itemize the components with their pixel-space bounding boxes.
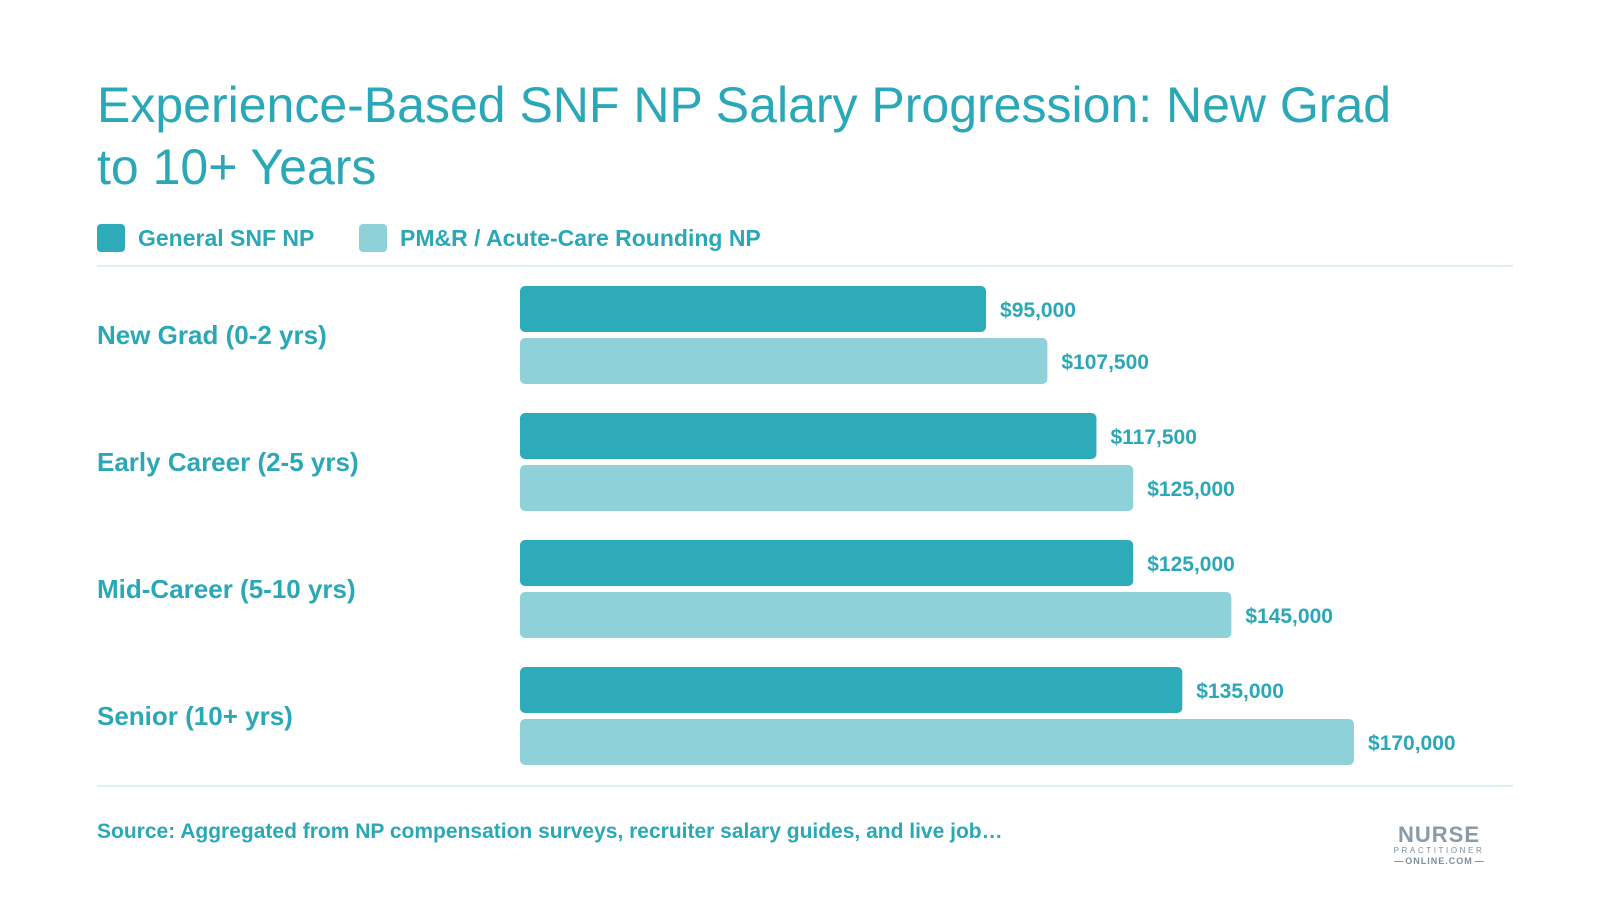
logo-line-2: PRACTITIONER [1393,846,1485,855]
legend-label-general-snf-np: General SNF NP [138,224,315,251]
category-label-mid-career-5-10-yrs: Mid-Career (5-10 yrs) [97,574,356,604]
bottom-divider [97,785,1513,787]
value-label-general-snf-np-mid-career-5-10-yrs: $125,000 [1147,553,1235,576]
legend-swatch-pmr-acute-care-np [359,224,387,252]
legend-item-pmr-acute-care-np: PM&R / Acute-Care Rounding NP [359,224,761,252]
value-label-general-snf-np-senior-10-yrs: $135,000 [1196,680,1284,703]
category-label-early-career-2-5-yrs: Early Career (2-5 yrs) [97,447,359,477]
bar-general-snf-np-mid-career-5-10-yrs [520,540,1134,586]
logo-line-3: ONLINE.COM [1384,856,1494,867]
bar-pm-r-acute-care-rounding-np-mid-career-5-10-yrs [520,592,1232,638]
value-label-pm-r-acute-care-rounding-np-new-grad-0-2-yrs: $107,500 [1061,351,1149,374]
source-note: Source: Aggregated from NP compensation … [97,820,1003,843]
value-label-general-snf-np-new-grad-0-2-yrs: $95,000 [1000,299,1076,322]
nurse-practitioner-online-logo: NURSE PRACTITIONER ONLINE.COM [1384,824,1494,867]
bar-pm-r-acute-care-rounding-np-early-career-2-5-yrs [520,465,1134,511]
top-divider [97,265,1513,267]
bar-general-snf-np-early-career-2-5-yrs [520,413,1097,459]
legend-swatch-general-snf-np [97,224,125,252]
value-label-general-snf-np-early-career-2-5-yrs: $117,500 [1110,426,1196,449]
category-label-senior-10-yrs: Senior (10+ yrs) [97,701,293,731]
value-label-pm-r-acute-care-rounding-np-early-career-2-5-yrs: $125,000 [1147,478,1235,501]
value-label-pm-r-acute-care-rounding-np-mid-career-5-10-yrs: $145,000 [1245,605,1333,628]
bar-pm-r-acute-care-rounding-np-new-grad-0-2-yrs [520,338,1048,384]
value-label-pm-r-acute-care-rounding-np-senior-10-yrs: $170,000 [1368,732,1456,755]
legend-item-general-snf-np: General SNF NP [97,224,314,252]
bar-pm-r-acute-care-rounding-np-senior-10-yrs [520,719,1354,765]
chart-title: Experience-Based SNF NP Salary Progressi… [97,77,1392,195]
bar-general-snf-np-senior-10-yrs [520,667,1183,713]
category-label-new-grad-0-2-yrs: New Grad (0-2 yrs) [97,320,327,350]
bar-general-snf-np-new-grad-0-2-yrs [520,286,987,332]
logo-line-1: NURSE [1397,822,1480,847]
legend-label-pmr-acute-care-np: PM&R / Acute-Care Rounding NP [400,224,761,251]
